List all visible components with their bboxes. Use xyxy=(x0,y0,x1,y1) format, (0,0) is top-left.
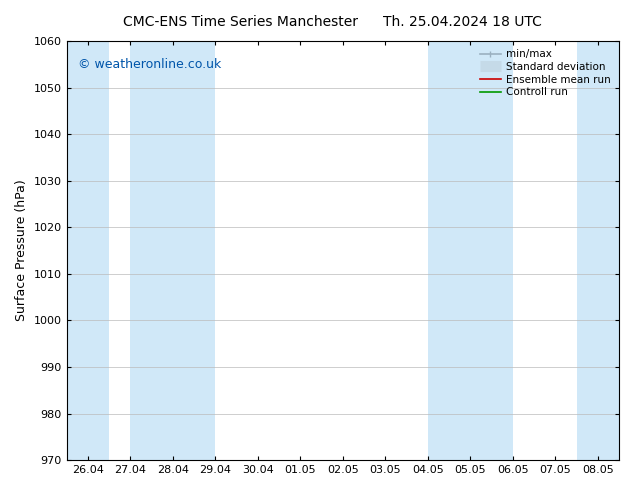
Text: Th. 25.04.2024 18 UTC: Th. 25.04.2024 18 UTC xyxy=(384,15,542,29)
Text: © weatheronline.co.uk: © weatheronline.co.uk xyxy=(77,58,221,71)
Bar xyxy=(130,41,216,460)
Bar xyxy=(576,41,619,460)
Legend: min/max, Standard deviation, Ensemble mean run, Controll run: min/max, Standard deviation, Ensemble me… xyxy=(477,46,614,100)
Bar xyxy=(67,41,109,460)
Text: CMC-ENS Time Series Manchester: CMC-ENS Time Series Manchester xyxy=(124,15,358,29)
Bar xyxy=(428,41,513,460)
Y-axis label: Surface Pressure (hPa): Surface Pressure (hPa) xyxy=(15,180,28,321)
